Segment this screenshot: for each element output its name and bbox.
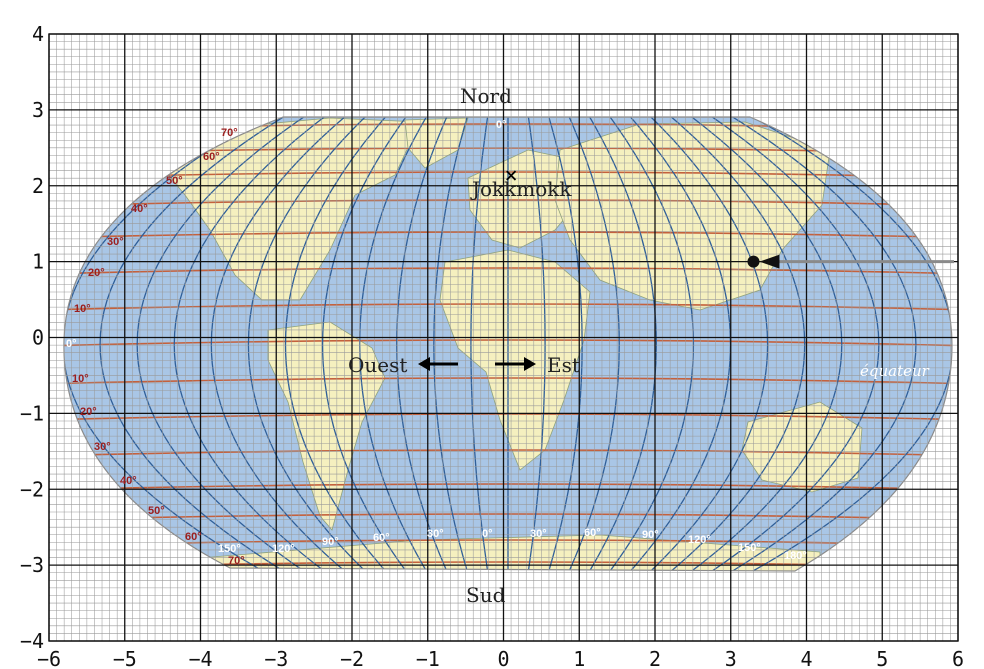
y-tick-label: −3: [20, 553, 44, 577]
parallel-label-s50: 50°: [148, 505, 165, 517]
x-tick-label: −5: [113, 647, 137, 669]
meridian-label-w30: 30°: [427, 528, 444, 540]
parallel-label-n30: 30°: [107, 236, 124, 248]
meridian-label-w150: 150°: [218, 543, 241, 555]
meridian-label-e180: 180°: [784, 550, 807, 562]
y-tick-label: −4: [20, 629, 44, 653]
south-label: Sud: [466, 583, 506, 607]
jokkmokk-label: Jokkmokk: [470, 177, 572, 201]
x-tick-label: 3: [725, 647, 737, 669]
parallel-label-n40: 40°: [131, 203, 148, 215]
meridian-label-e120: 120°: [688, 534, 711, 546]
meridian-label-w120: 120°: [272, 543, 295, 555]
y-tick-label: 0: [32, 326, 44, 350]
x-tick-label: 4: [800, 647, 812, 669]
x-tick-label: −4: [188, 647, 212, 669]
parallel-label-s60: 60°: [185, 531, 202, 543]
parallel-label-n50: 50°: [166, 175, 183, 187]
x-tick-label: −2: [340, 647, 364, 669]
meridian-label-e150: 150°: [738, 542, 761, 554]
x-tick-label: −1: [416, 647, 440, 669]
y-tick-label: 4: [32, 22, 44, 46]
west-label: Ouest: [348, 353, 407, 377]
meridian-label-e90: 90°: [642, 529, 659, 541]
meridian-label-w90: 90°: [322, 536, 339, 548]
parallel-label-n70: 70°: [221, 127, 238, 139]
meridian-label-e60: 60°: [584, 527, 601, 539]
x-tick-label: −3: [264, 647, 288, 669]
parallel-label-n60: 60°: [203, 151, 220, 163]
parallel-label-s20: 20°: [80, 406, 97, 418]
x-tick-label: 6: [952, 647, 964, 669]
parallel-label-s30: 30°: [94, 441, 111, 453]
meridian-label-0: 0°: [482, 528, 493, 540]
east-label: Est: [547, 353, 580, 377]
y-tick-label: 3: [32, 98, 44, 122]
x-tick-labels: −6−5−4−3−2−10123456: [37, 647, 964, 669]
y-tick-label: 1: [32, 250, 44, 274]
equator-label: équateur: [860, 362, 930, 380]
y-tick-label: −1: [20, 401, 44, 425]
meridian-label-w60: 60°: [373, 532, 390, 544]
north-label: Nord: [460, 84, 512, 108]
x-tick-label: 2: [649, 647, 661, 669]
parallel-label-equator: 0°: [66, 338, 77, 350]
parallel-label-s70: 70°: [228, 555, 245, 567]
parallel-label-n10: 10°: [74, 303, 91, 315]
parallel-label-n20: 20°: [88, 267, 105, 279]
y-tick-label: 2: [32, 174, 44, 198]
meridian-label-top-0: 0°: [496, 119, 507, 131]
jokkmokk-marker: ×: [504, 163, 517, 188]
x-tick-label: 1: [573, 647, 585, 669]
x-tick-label: 5: [876, 647, 888, 669]
x-tick-label: 0: [497, 647, 509, 669]
y-tick-label: −2: [20, 477, 44, 501]
parallel-label-s10: 10°: [72, 373, 89, 385]
pointer-dot: [747, 256, 759, 268]
meridian-label-e30: 30°: [530, 528, 547, 540]
y-tick-labels: 4 3 2 1 0 −1 −2 −3 −4: [20, 22, 44, 653]
parallel-label-s40: 40°: [120, 475, 137, 487]
cross-mark: ×: [504, 163, 517, 188]
